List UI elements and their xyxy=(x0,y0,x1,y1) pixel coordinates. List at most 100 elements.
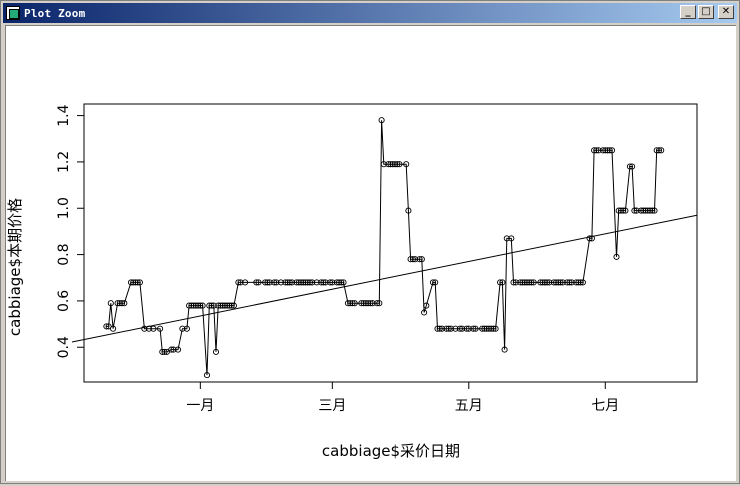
data-point xyxy=(212,348,220,355)
data-point xyxy=(412,256,419,263)
data-point xyxy=(546,279,553,286)
data-point xyxy=(550,279,557,286)
data-point xyxy=(508,235,515,242)
data-point xyxy=(221,302,228,309)
data-point xyxy=(183,325,190,332)
data-point xyxy=(481,325,488,332)
data-point xyxy=(253,279,260,286)
data-point xyxy=(541,279,548,286)
data-point xyxy=(488,325,495,332)
data-point xyxy=(289,279,296,286)
data-point xyxy=(649,207,656,214)
data-point xyxy=(284,279,291,286)
maximize-button[interactable]: □ xyxy=(698,5,714,19)
minimize-button[interactable]: _ xyxy=(680,5,696,19)
data-point xyxy=(640,207,647,214)
data-point xyxy=(282,279,289,286)
data-point xyxy=(262,279,269,286)
title-bar[interactable]: Plot Zoom _ □ ✕ xyxy=(3,3,737,23)
data-point xyxy=(121,300,128,307)
data-point xyxy=(617,207,624,214)
data-point xyxy=(646,207,654,214)
data-point xyxy=(197,302,204,309)
data-point xyxy=(631,207,638,214)
app-icon xyxy=(6,6,20,20)
data-point xyxy=(459,325,466,332)
data-point xyxy=(613,253,620,260)
data-point xyxy=(320,279,327,286)
data-point xyxy=(293,279,300,286)
data-point xyxy=(622,207,629,214)
data-point xyxy=(575,279,582,286)
data-point xyxy=(644,207,651,214)
data-point xyxy=(492,325,499,332)
data-point xyxy=(226,302,233,309)
data-point xyxy=(114,300,121,307)
data-point xyxy=(421,309,428,316)
close-button[interactable]: ✕ xyxy=(718,5,734,19)
data-point xyxy=(242,279,249,286)
data-point xyxy=(271,279,278,286)
plot-area: 一月 三月 五月 七月 0.4 0.6 0.8 1.0 1.2 1.4 cabbiage$采价日期… xyxy=(5,25,736,481)
data-point xyxy=(333,279,340,286)
data-point xyxy=(130,279,137,286)
data-point xyxy=(537,279,544,286)
y-tick-label: 0.4 xyxy=(56,336,72,358)
data-point xyxy=(568,279,575,286)
data-point xyxy=(132,279,139,286)
data-point xyxy=(300,279,307,286)
data-point xyxy=(658,147,665,154)
data-point xyxy=(309,279,316,286)
data-point xyxy=(443,325,450,332)
data-point xyxy=(360,300,367,307)
data-point xyxy=(367,300,374,307)
data-point xyxy=(217,302,224,309)
data-point xyxy=(528,279,535,286)
plot-frame xyxy=(83,103,698,383)
data-point xyxy=(651,207,658,214)
data-point xyxy=(161,348,168,355)
data-point xyxy=(380,161,387,168)
data-point xyxy=(452,325,459,332)
data-point xyxy=(638,207,645,214)
chart-svg: 一月 三月 五月 七月 0.4 0.6 0.8 1.0 1.2 1.4 cabbiage$采价日期… xyxy=(6,103,698,460)
data-point xyxy=(577,279,584,286)
data-point xyxy=(340,279,347,286)
x-tick-label: 五月 xyxy=(455,398,483,414)
data-point xyxy=(335,279,343,286)
data-point xyxy=(235,279,242,286)
data-point xyxy=(530,279,537,286)
data-point xyxy=(389,161,396,168)
data-point xyxy=(579,279,586,286)
data-point xyxy=(374,300,381,307)
data-point xyxy=(327,279,334,286)
maximize-icon: □ xyxy=(701,6,711,17)
data-point xyxy=(210,302,217,309)
data-point xyxy=(465,325,472,332)
x-tick-label: 七月 xyxy=(591,398,619,414)
data-point xyxy=(215,302,222,309)
data-point xyxy=(145,325,152,332)
data-point xyxy=(519,279,526,286)
data-point xyxy=(521,279,528,286)
y-tick-label: 0.8 xyxy=(56,243,72,265)
data-point xyxy=(588,235,595,242)
data-point xyxy=(490,325,497,332)
data-point xyxy=(179,325,186,332)
close-icon: ✕ xyxy=(721,6,731,17)
data-point xyxy=(479,325,486,332)
data-point xyxy=(192,302,199,309)
data-point xyxy=(369,300,376,307)
y-tick-label: 1.0 xyxy=(56,197,72,219)
data-point xyxy=(304,279,311,286)
data-point xyxy=(409,256,416,263)
data-point xyxy=(385,161,392,168)
data-point xyxy=(573,279,580,286)
data-point xyxy=(655,147,663,154)
data-point xyxy=(188,302,195,309)
data-point xyxy=(423,302,430,309)
data-point xyxy=(391,161,399,168)
data-point xyxy=(599,147,607,154)
data-point xyxy=(396,161,403,168)
